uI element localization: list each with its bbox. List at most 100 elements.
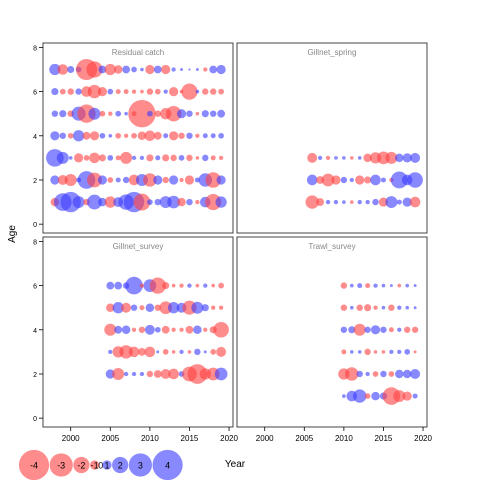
residual-bubble bbox=[357, 156, 362, 160]
residual-bubble bbox=[390, 171, 408, 189]
residual-bubble bbox=[405, 305, 410, 310]
residual-bubble bbox=[185, 325, 194, 334]
residual-bubble bbox=[363, 153, 372, 163]
residual-bubble bbox=[412, 393, 418, 399]
residual-bubble bbox=[171, 350, 176, 354]
y-tick-label: 2 bbox=[33, 372, 37, 379]
residual-bubble bbox=[345, 367, 359, 381]
residual-bubble bbox=[349, 177, 354, 183]
residual-bubble bbox=[123, 133, 129, 138]
residual-bubble bbox=[203, 327, 208, 332]
residual-bubble bbox=[125, 276, 143, 295]
residual-bubble bbox=[381, 283, 386, 288]
residual-bubble bbox=[216, 346, 227, 357]
residual-bubble bbox=[407, 172, 423, 188]
residual-bubble bbox=[51, 110, 59, 117]
residual-bubble bbox=[195, 89, 200, 94]
residual-bubble bbox=[98, 65, 107, 74]
panel-frame bbox=[236, 42, 428, 234]
residual-bubble bbox=[413, 306, 417, 310]
residual-bubble bbox=[177, 197, 186, 207]
residual-bubble bbox=[179, 327, 184, 332]
residual-bubble bbox=[388, 304, 395, 311]
residual-bubble bbox=[178, 132, 185, 139]
residual-bubble bbox=[195, 199, 200, 205]
residual-bubble bbox=[162, 176, 169, 184]
residual-bubble bbox=[411, 326, 419, 333]
residual-bubble bbox=[179, 349, 184, 355]
residual-bubble bbox=[154, 326, 161, 333]
residual-bubble bbox=[194, 177, 200, 183]
residual-bubble bbox=[123, 371, 129, 377]
residual-bubble bbox=[139, 305, 145, 311]
legend-label: -3 bbox=[57, 461, 65, 471]
residual-bubble bbox=[334, 156, 338, 160]
residual-bubble bbox=[99, 132, 106, 139]
residual-bubble bbox=[147, 110, 153, 117]
residual-bubble bbox=[86, 61, 103, 78]
residual-bubble bbox=[108, 133, 113, 138]
residual-bubble bbox=[380, 326, 387, 333]
residual-bubble bbox=[114, 281, 123, 290]
residual-bubble bbox=[372, 198, 379, 206]
residual-bubble bbox=[147, 199, 153, 205]
residual-bubble bbox=[50, 131, 60, 141]
y-axis-label: Age bbox=[7, 225, 18, 243]
residual-bubble bbox=[179, 283, 184, 288]
residual-bubble bbox=[210, 110, 217, 117]
x-tick-label: 2000 bbox=[62, 434, 80, 443]
residual-bubble bbox=[112, 302, 124, 314]
residual-bubble bbox=[107, 155, 114, 161]
residual-bubble bbox=[357, 199, 362, 205]
residual-bubble bbox=[356, 304, 363, 311]
residual-bubble bbox=[372, 371, 379, 377]
residual-bubble bbox=[402, 153, 412, 163]
residual-bubble bbox=[82, 131, 91, 140]
residual-bubble bbox=[353, 389, 367, 403]
legend-bubble bbox=[128, 453, 152, 477]
residual-bubble bbox=[161, 325, 170, 334]
residual-bubble bbox=[357, 283, 363, 289]
residual-bubble bbox=[202, 133, 208, 139]
legend-bubble bbox=[112, 456, 129, 474]
residual-bubble bbox=[114, 325, 123, 334]
residual-bubble bbox=[378, 197, 389, 207]
residual-bubble bbox=[216, 64, 226, 75]
residual-bubble bbox=[144, 324, 155, 335]
residual-bubble bbox=[64, 173, 77, 186]
legend-bubble bbox=[49, 453, 73, 477]
residual-bubble bbox=[217, 109, 226, 118]
residual-bubble bbox=[131, 371, 137, 377]
residual-bubble bbox=[325, 199, 331, 205]
residual-bubble bbox=[218, 282, 224, 289]
residual-bubble bbox=[349, 200, 354, 204]
residual-bubble bbox=[371, 391, 380, 401]
residual-bubble bbox=[155, 155, 161, 161]
residual-bubble bbox=[67, 132, 74, 139]
residual-bubble bbox=[216, 175, 226, 185]
residual-bubble bbox=[380, 177, 386, 183]
residual-bubble bbox=[59, 132, 66, 139]
residual-bubble bbox=[169, 175, 179, 185]
residual-bubble bbox=[195, 283, 200, 288]
residual-bubble bbox=[357, 350, 362, 354]
residual-bubble bbox=[413, 284, 417, 288]
legend-label: 3 bbox=[138, 461, 143, 471]
residual-bubble bbox=[402, 391, 412, 401]
residual-bubble bbox=[365, 199, 370, 205]
residual-bubble bbox=[342, 394, 346, 398]
residual-bubble bbox=[170, 154, 177, 162]
residual-bubble bbox=[356, 370, 363, 378]
residual-bubble bbox=[397, 283, 402, 288]
residual-bubble bbox=[385, 196, 398, 209]
y-tick-label: 6 bbox=[33, 284, 37, 291]
residual-bubble bbox=[121, 325, 131, 335]
residual-bubble bbox=[83, 155, 90, 161]
residual-bubble bbox=[195, 133, 200, 138]
residual-bubble bbox=[56, 151, 69, 164]
residual-bubble bbox=[99, 110, 106, 117]
residual-bubble bbox=[307, 152, 318, 163]
residual-bubble bbox=[184, 175, 195, 185]
residual-bubble bbox=[131, 132, 137, 139]
residual-bubble bbox=[353, 323, 366, 336]
